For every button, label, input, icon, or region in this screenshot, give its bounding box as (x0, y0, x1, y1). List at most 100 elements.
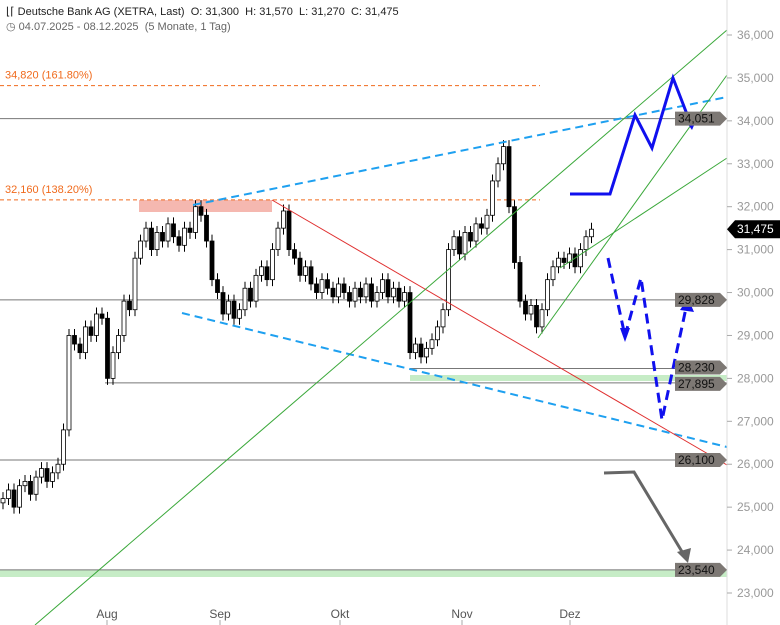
level-price-tag (675, 562, 727, 577)
chart-header: ⌊⌈ Deutsche Bank AG (XETRA, Last) O: 31,… (6, 5, 399, 35)
x-tick-label: Dez (559, 607, 580, 621)
candle (248, 287, 253, 302)
candle (363, 283, 369, 298)
candle (116, 335, 121, 354)
candle (528, 305, 534, 315)
y-tick-label: 27,000 (737, 414, 774, 428)
candle (165, 223, 171, 242)
candle (473, 223, 479, 242)
candle (462, 232, 468, 255)
candle (369, 283, 374, 302)
candle (264, 266, 270, 281)
candle (198, 206, 204, 216)
candle (385, 279, 391, 298)
level-price-label: 29,828 (678, 293, 715, 307)
last-price-tag (727, 220, 780, 239)
candle (176, 236, 182, 246)
candle (121, 300, 127, 336)
candle (512, 206, 517, 263)
level-price-tag (675, 111, 727, 126)
arrow-head-icon (677, 548, 691, 563)
candle (402, 292, 407, 302)
candle (281, 210, 286, 229)
candle (275, 227, 281, 251)
candle (583, 236, 589, 251)
candle (330, 287, 336, 298)
level-price-label: 23,540 (678, 563, 715, 577)
candle (550, 266, 556, 281)
candle (259, 266, 264, 276)
candle (61, 429, 66, 465)
candle (413, 343, 418, 354)
candle (297, 257, 303, 276)
y-tick-label: 34,000 (737, 114, 774, 128)
candle (160, 232, 165, 242)
candle (39, 468, 44, 478)
x-tick-label: Nov (451, 607, 472, 621)
candle (303, 266, 308, 276)
low-value: L: 31,270 (298, 6, 345, 18)
red-downtrend-line (271, 199, 728, 466)
close-value: C: 31,475 (350, 6, 399, 18)
y-tick-label: 29,000 (737, 328, 774, 342)
candle (506, 146, 512, 208)
x-tick-label: Okt (331, 607, 350, 621)
candle (171, 223, 176, 238)
x-tick-label: Sep (209, 607, 231, 621)
y-tick-label: 25,000 (737, 500, 774, 514)
level-price-tag (675, 360, 727, 375)
candle (99, 313, 105, 319)
last-price-label: 31,475 (737, 222, 774, 236)
candle (468, 232, 473, 242)
candle (484, 214, 490, 229)
candle (352, 287, 358, 302)
candle (407, 292, 413, 354)
candle (435, 326, 440, 341)
y-tick-label: 28,000 (737, 371, 774, 385)
level-price-label: 27,895 (678, 377, 715, 391)
fib-level-label: 32,160 (138.20%) (5, 184, 92, 196)
level-price-tag (675, 376, 727, 391)
y-tick-label: 30,000 (737, 286, 774, 300)
candle (143, 227, 149, 242)
lower-trend-line (181, 312, 728, 448)
candle (457, 236, 462, 255)
candle (138, 240, 143, 259)
candle (479, 223, 484, 229)
candle (561, 257, 567, 263)
candle (182, 227, 187, 246)
support-zone-lower (0, 570, 727, 577)
candle (55, 463, 61, 474)
candle (572, 253, 578, 268)
candle (501, 146, 506, 165)
y-tick-label: 26,000 (737, 457, 774, 471)
candle (424, 347, 429, 358)
high-value: H: 31,570 (245, 6, 293, 18)
candle (341, 283, 347, 293)
candle (231, 300, 237, 319)
level-price-label: 34,051 (678, 112, 715, 126)
candle (578, 249, 583, 268)
candle (149, 227, 154, 251)
candle (127, 300, 132, 311)
candle (567, 253, 572, 263)
candle (523, 300, 528, 315)
candle (495, 163, 501, 182)
candle (391, 287, 396, 298)
candle (94, 313, 99, 336)
candle (308, 266, 314, 285)
green-channel-line-2 (559, 157, 728, 269)
candle (314, 283, 319, 293)
candle (446, 249, 451, 311)
candle (66, 335, 72, 431)
level-price-label: 26,100 (678, 453, 715, 467)
y-tick-label: 23,000 (737, 586, 774, 600)
candle (253, 274, 259, 302)
date-range: 04.07.2025 - 08.12.2025 (18, 21, 139, 33)
candle (83, 326, 88, 354)
candlestick-icon: ⌊⌈ (6, 6, 15, 18)
candle (110, 352, 116, 379)
y-tick-label: 35,000 (737, 71, 774, 85)
candle (517, 262, 523, 302)
